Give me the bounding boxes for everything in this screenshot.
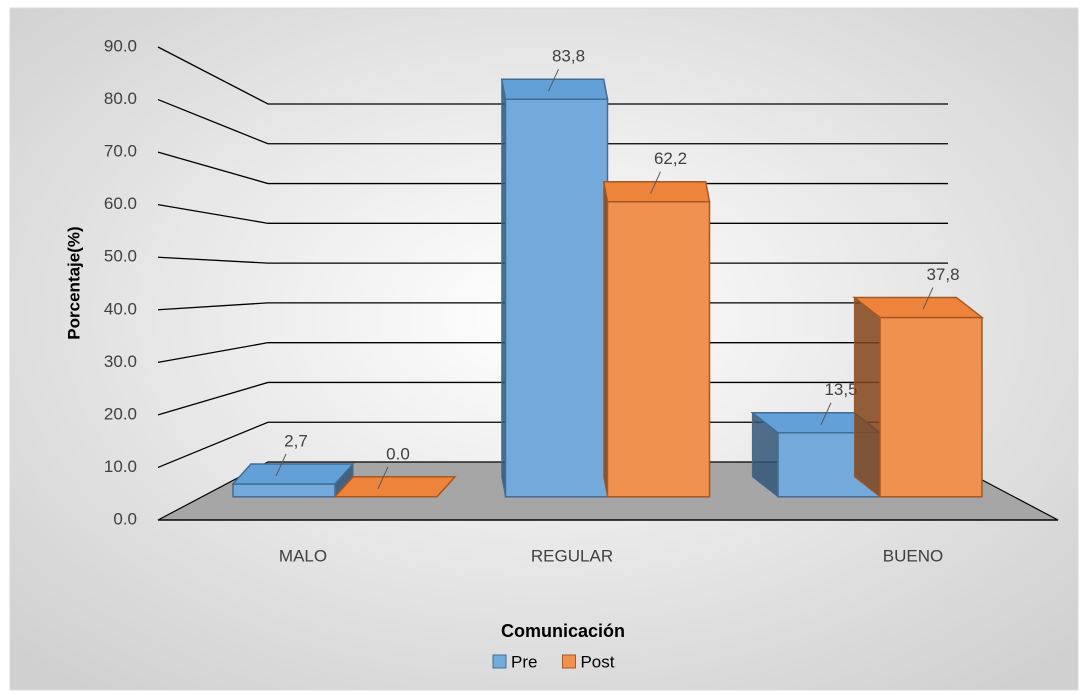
x-tick-label: BUENO bbox=[883, 546, 943, 565]
y-axis-label: Porcentaje(%) bbox=[64, 226, 83, 339]
x-tick-label: MALO bbox=[279, 546, 327, 565]
bar-top bbox=[500, 78, 609, 100]
y-tick-label: 80.0 bbox=[104, 89, 137, 108]
legend-label: Pre bbox=[511, 652, 537, 671]
bar bbox=[606, 200, 711, 498]
y-tick-label: 60.0 bbox=[104, 194, 137, 213]
data-label: 13,5 bbox=[824, 380, 857, 399]
y-tick-label: 20.0 bbox=[104, 404, 137, 423]
data-label: 37,8 bbox=[926, 265, 959, 284]
grid-line bbox=[157, 421, 948, 469]
bar bbox=[232, 483, 336, 498]
grid-line bbox=[157, 151, 948, 185]
grid-line bbox=[157, 46, 948, 105]
label-leader bbox=[377, 466, 389, 490]
y-tick-label: 30.0 bbox=[104, 352, 137, 371]
legend-swatch bbox=[561, 654, 576, 669]
label-leader bbox=[650, 171, 661, 194]
grid-line bbox=[157, 342, 948, 363]
grid-line bbox=[157, 256, 948, 264]
data-label: 62,2 bbox=[654, 149, 687, 168]
label-leader bbox=[922, 287, 934, 310]
legend-title: Comunicación bbox=[501, 621, 625, 641]
y-tick-label: 50.0 bbox=[104, 247, 137, 266]
grid-line bbox=[157, 302, 948, 311]
y-tick-label: 70.0 bbox=[104, 142, 137, 161]
bar-side bbox=[853, 296, 881, 498]
y-tick-label: 10.0 bbox=[104, 457, 137, 476]
bar-top bbox=[852, 296, 985, 319]
data-label: 0.0 bbox=[386, 444, 410, 463]
bar-top bbox=[602, 180, 711, 203]
grid-line bbox=[157, 204, 948, 224]
label-leader bbox=[820, 402, 832, 425]
bar-top bbox=[333, 476, 457, 498]
y-tick-label: 90.0 bbox=[104, 36, 137, 55]
bar bbox=[504, 98, 609, 498]
data-label: 2,7 bbox=[284, 431, 308, 450]
data-label: 83,8 bbox=[552, 47, 585, 66]
grid-line bbox=[157, 381, 948, 416]
label-leader bbox=[548, 69, 559, 92]
label-leader bbox=[275, 453, 287, 477]
bar bbox=[879, 316, 983, 498]
y-tick-label: 0.0 bbox=[113, 509, 137, 528]
legend-swatch bbox=[492, 654, 507, 669]
legend-label: Post bbox=[580, 652, 614, 671]
y-tick-label: 40.0 bbox=[104, 299, 137, 318]
x-tick-label: REGULAR bbox=[531, 546, 613, 565]
grid-line bbox=[157, 98, 948, 145]
bar-top bbox=[231, 463, 355, 485]
